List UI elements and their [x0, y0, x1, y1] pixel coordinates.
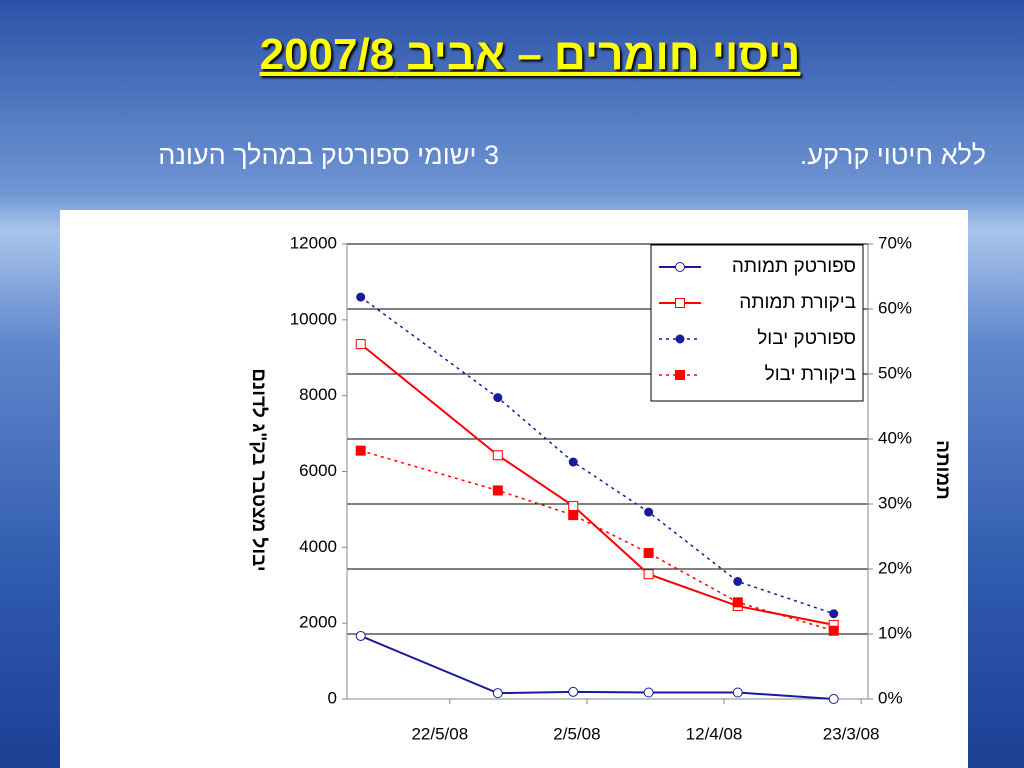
legend-marker: [675, 262, 685, 272]
series-line: [360, 296, 834, 615]
legend-box: [650, 244, 864, 402]
legend-label: ביקורת יבול: [765, 364, 856, 385]
marker: [644, 507, 654, 517]
legend-marker: [675, 334, 685, 344]
y2-tick-label: 30%: [878, 493, 912, 512]
y2-tick-label: 50%: [878, 363, 912, 382]
y-tick-label: 0: [328, 688, 337, 707]
marker: [828, 694, 839, 704]
marker: [568, 510, 579, 521]
marker: [828, 625, 839, 636]
marker: [356, 292, 366, 302]
x-tick-label: 2/5/08: [553, 724, 600, 743]
series-line: [360, 343, 834, 626]
y-axis-title: יבול מצטבר בק"ג לדונם: [248, 368, 269, 571]
marker: [355, 339, 366, 350]
marker: [568, 686, 579, 697]
marker: [568, 500, 579, 511]
y2-tick-label: 20%: [878, 558, 912, 577]
subtitle: ללא חיטוי קרקע.: [799, 140, 986, 170]
marker: [355, 630, 366, 641]
marker: [492, 688, 503, 699]
marker: [733, 576, 743, 586]
y-tick-label: 2000: [299, 613, 337, 632]
series-line: [360, 635, 834, 700]
marker: [568, 457, 578, 467]
marker: [493, 393, 503, 403]
x-tick-label: 22/5/08: [411, 724, 468, 743]
x-tick-label: 12/4/08: [686, 724, 743, 743]
y-tick-label: 10000: [290, 309, 337, 328]
legend-marker: [675, 298, 685, 308]
y2-tick-label: 0%: [878, 688, 903, 707]
y2-tick-label: 70%: [878, 233, 912, 252]
marker: [492, 485, 503, 496]
legend-marker: [675, 370, 685, 380]
legend-label: ספורטק יבול: [757, 328, 856, 349]
y-tick-label: 4000: [299, 537, 337, 556]
marker: [643, 569, 654, 580]
y-tick-label: 6000: [299, 461, 337, 480]
subtitle: 3 ישומי ספורטק במהלך העונה: [158, 140, 499, 170]
marker: [829, 609, 839, 619]
slide-title: ניסוי חומרים – אביב 2007/8: [259, 30, 801, 79]
y2-tick-label: 60%: [878, 298, 912, 317]
marker: [732, 597, 743, 608]
marker: [643, 687, 654, 698]
y2-tick-label: 40%: [878, 428, 912, 447]
marker: [732, 687, 743, 698]
y2-axis-title: תמותה: [932, 440, 953, 500]
y2-tick-label: 10%: [878, 623, 912, 642]
y-tick-label: 8000: [299, 385, 337, 404]
marker: [355, 445, 366, 456]
x-tick-label: 23/3/08: [823, 724, 880, 743]
y-tick-label: 12000: [290, 233, 337, 252]
legend-label: ספורטק תמותה: [732, 256, 856, 277]
legend-label: ביקורת תמותה: [739, 292, 856, 313]
marker: [643, 548, 654, 559]
marker: [492, 450, 503, 461]
